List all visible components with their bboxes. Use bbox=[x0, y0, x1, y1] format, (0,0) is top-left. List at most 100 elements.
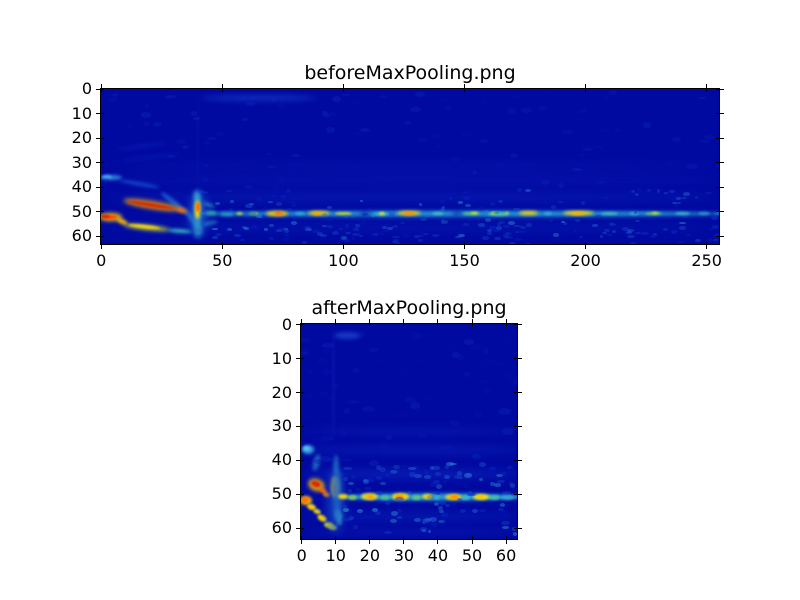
heatmap-noise-speckle bbox=[441, 207, 445, 211]
heatmap-noise-speckle bbox=[463, 196, 471, 201]
heatmap-noise-speckle bbox=[375, 510, 382, 516]
heatmap-noise-speckle bbox=[419, 203, 423, 206]
heatmap-noise-speckle bbox=[256, 213, 263, 218]
heatmap-noise-speckle bbox=[362, 480, 370, 485]
heatmap-noise-speckle bbox=[318, 179, 330, 183]
x-tick-mark bbox=[437, 536, 439, 544]
y-tick-mark-right bbox=[716, 211, 724, 213]
heatmap-noise-speckle bbox=[344, 232, 351, 235]
heatmap-noise-speckle bbox=[196, 222, 200, 227]
heatmap-noise-speckle bbox=[225, 189, 233, 192]
heatmap-noise-speckle bbox=[627, 235, 636, 238]
heatmap-noise-speckle bbox=[203, 140, 211, 146]
heatmap-feature bbox=[333, 455, 340, 476]
y-tick-label: 40 bbox=[71, 177, 92, 197]
heatmap-noise-speckle bbox=[318, 438, 330, 446]
heatmap-noise-speckle bbox=[439, 199, 445, 204]
heatmap-noise-speckle bbox=[240, 239, 245, 242]
heatmap-noise-speckle bbox=[326, 457, 338, 462]
x-tick-mark-top bbox=[221, 84, 223, 92]
heatmap-feature bbox=[390, 519, 398, 524]
x-tick-label: 10 bbox=[325, 546, 346, 565]
heatmap-feature bbox=[438, 519, 445, 524]
heatmap-noise-speckle bbox=[376, 464, 382, 470]
heatmap-noise-speckle bbox=[675, 196, 681, 201]
heatmap-noise-speckle bbox=[553, 233, 559, 237]
heatmap-noise-speckle bbox=[423, 474, 432, 479]
heatmap-noise-speckle bbox=[275, 211, 281, 214]
heatmap-feature bbox=[371, 508, 378, 512]
y-tick-mark bbox=[296, 425, 304, 427]
heatmap-noise-speckle bbox=[351, 367, 361, 373]
heatmap-noise-speckle bbox=[280, 195, 286, 199]
heatmap-noise-speckle bbox=[525, 242, 530, 245]
heatmap-feature bbox=[248, 212, 259, 216]
heatmap-feature bbox=[572, 212, 585, 215]
heatmap-noise-speckle bbox=[200, 235, 206, 238]
x-tick-mark-top bbox=[706, 84, 708, 92]
heatmap-noise-speckle bbox=[492, 378, 498, 384]
y-tick-mark-right bbox=[514, 527, 522, 529]
heatmap-noise-speckle bbox=[601, 232, 607, 235]
heatmap-noise-speckle bbox=[374, 490, 384, 495]
x-tick-label: 100 bbox=[328, 251, 359, 270]
heatmap-noise-speckle bbox=[432, 234, 439, 238]
x-tick-label: 0 bbox=[296, 546, 307, 565]
spine-left bbox=[300, 323, 301, 540]
heatmap-feature bbox=[212, 227, 218, 231]
y-tick-label: 40 bbox=[271, 450, 292, 470]
heatmap-noise-speckle bbox=[683, 191, 690, 196]
heatmap-noise-speckle bbox=[488, 226, 497, 229]
heatmap-feature bbox=[200, 94, 317, 101]
heatmap-noise-speckle bbox=[378, 467, 387, 472]
heatmap-noise-speckle bbox=[631, 189, 636, 194]
heatmap-noise-speckle bbox=[601, 128, 610, 132]
heatmap-noise-speckle bbox=[595, 213, 600, 217]
heatmap-noise-speckle bbox=[276, 202, 282, 206]
heatmap-noise-speckle bbox=[197, 189, 203, 194]
heatmap-noise-speckle bbox=[475, 379, 489, 384]
heatmap-noise-speckle bbox=[471, 343, 483, 351]
heatmap-noise-speckle bbox=[431, 465, 440, 471]
heatmap-noise-speckle bbox=[391, 510, 398, 516]
spine-right bbox=[517, 323, 518, 540]
x-tick-mark-top bbox=[342, 84, 344, 92]
heatmap-noise-speckle bbox=[384, 435, 393, 441]
heatmap-noise-speckle bbox=[442, 205, 446, 209]
heatmap-noise-speckle bbox=[167, 155, 176, 158]
heatmap-noise-speckle bbox=[453, 474, 459, 479]
heatmap-noise-speckle bbox=[667, 161, 673, 166]
heatmap-noise-speckle bbox=[245, 102, 256, 107]
heatmap-noise-speckle bbox=[391, 224, 398, 228]
heatmap-noise-speckle bbox=[580, 201, 586, 205]
heatmap-noise-speckle bbox=[627, 229, 634, 232]
heatmap-feature bbox=[488, 494, 501, 500]
heatmap-noise-speckle bbox=[513, 379, 518, 386]
heatmap-noise-speckle bbox=[417, 230, 425, 235]
heatmap-noise-speckle bbox=[383, 229, 388, 232]
heatmap-noise-speckle bbox=[572, 168, 582, 172]
heatmap-noise-speckle bbox=[510, 94, 521, 98]
x-tick-mark-top bbox=[403, 319, 405, 327]
heatmap-noise-speckle bbox=[333, 383, 340, 389]
heatmap-noise-speckle bbox=[416, 356, 427, 364]
heatmap-noise-speckle bbox=[190, 111, 197, 117]
x-tick-label: 50 bbox=[461, 546, 483, 565]
heatmap-noise-speckle bbox=[348, 489, 352, 493]
heatmap-noise-speckle bbox=[349, 515, 355, 521]
heatmap-noise-speckle bbox=[581, 148, 593, 152]
y-tick-label: 0 bbox=[81, 79, 92, 99]
heatmap-noise-speckle bbox=[464, 472, 473, 478]
heatmap-feature bbox=[402, 211, 415, 215]
heatmap-noise-speckle bbox=[563, 222, 568, 225]
heatmap-noise-speckle bbox=[493, 483, 502, 487]
heatmap-feature bbox=[301, 426, 518, 437]
heatmap-noise-speckle bbox=[641, 232, 650, 236]
heatmap-noise-speckle bbox=[241, 118, 249, 121]
heatmap-noise-speckle bbox=[703, 135, 716, 141]
heatmap-noise-speckle bbox=[395, 242, 401, 245]
heatmap-noise-speckle bbox=[369, 447, 381, 455]
heatmap-feature bbox=[332, 328, 336, 437]
heatmap-noise-speckle bbox=[478, 205, 484, 208]
heatmap-noise-speckle bbox=[510, 153, 518, 159]
